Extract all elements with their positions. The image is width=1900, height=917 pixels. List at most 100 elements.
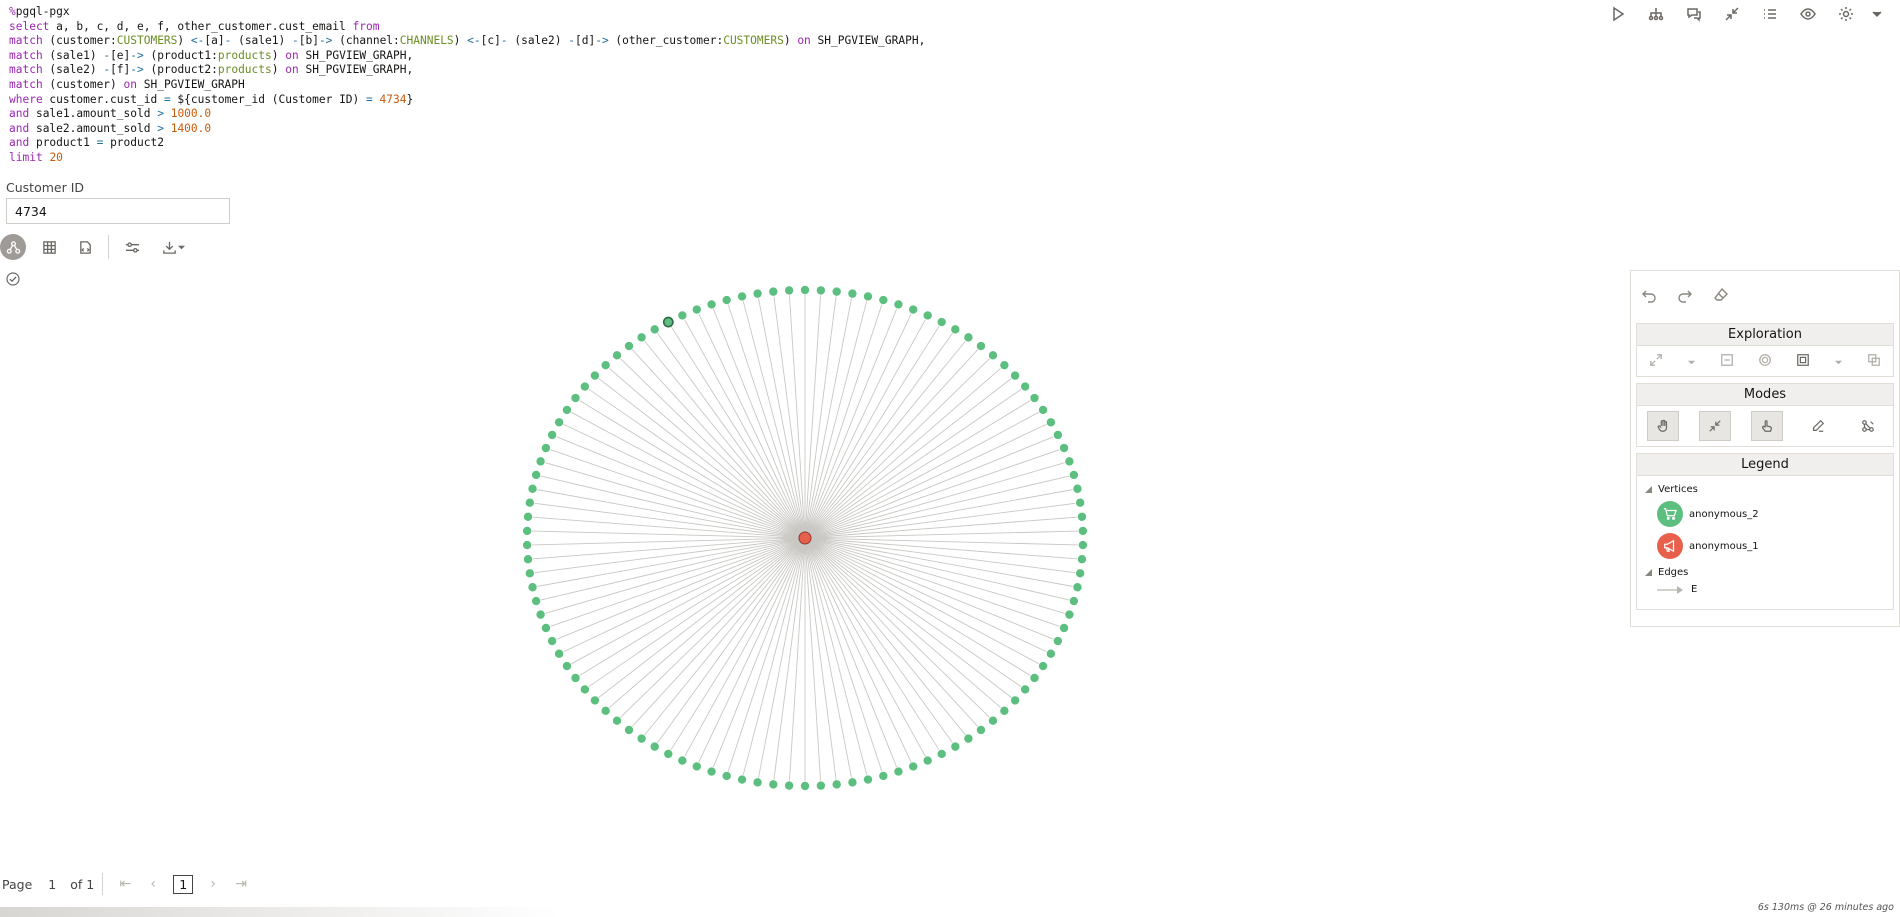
- graph-node[interactable]: [862, 291, 873, 302]
- graph-node[interactable]: [706, 766, 717, 777]
- graph-node[interactable]: [600, 705, 611, 716]
- eye-icon[interactable]: [1796, 4, 1820, 24]
- graph-node[interactable]: [737, 774, 748, 785]
- graph-node[interactable]: [649, 741, 660, 752]
- graph-node[interactable]: [554, 648, 565, 659]
- graph-node[interactable]: [721, 295, 732, 306]
- graph-node[interactable]: [862, 774, 873, 785]
- graph-canvas[interactable]: [500, 265, 1110, 855]
- graph-node[interactable]: [950, 741, 961, 752]
- ungroup-icon[interactable]: [1867, 352, 1881, 371]
- expand-icon[interactable]: [1649, 352, 1663, 371]
- vertices-group[interactable]: Vertices: [1645, 484, 1885, 495]
- graph-node[interactable]: [752, 288, 763, 299]
- graph-node[interactable]: [1076, 511, 1087, 522]
- legend-vertex-anonymous-2[interactable]: anonymous_2: [1657, 501, 1885, 527]
- graph-node[interactable]: [908, 761, 919, 772]
- graph-node[interactable]: [663, 748, 674, 759]
- graph-node[interactable]: [1020, 381, 1031, 392]
- graph-node[interactable]: [535, 609, 546, 620]
- graph-node[interactable]: [878, 295, 889, 306]
- graph-node[interactable]: [561, 404, 572, 415]
- prev-page-icon[interactable]: ‹: [150, 876, 156, 892]
- graph-node[interactable]: [547, 429, 558, 440]
- graph-view-button[interactable]: [0, 234, 26, 260]
- graph-node[interactable]: [1038, 661, 1049, 672]
- customer-id-input[interactable]: [6, 198, 230, 224]
- graph-node[interactable]: [784, 780, 795, 791]
- chevron-down-icon[interactable]: [1872, 4, 1882, 24]
- graph-node[interactable]: [527, 582, 538, 593]
- graph-node[interactable]: [1068, 469, 1079, 480]
- graph-node[interactable]: [878, 770, 889, 781]
- graph-node[interactable]: [1077, 540, 1088, 551]
- graph-node[interactable]: [922, 310, 933, 321]
- graph-node[interactable]: [768, 779, 779, 790]
- graph-node[interactable]: [570, 393, 581, 404]
- graph-node[interactable]: [624, 341, 635, 352]
- graph-node[interactable]: [547, 636, 558, 647]
- graph-node[interactable]: [784, 285, 795, 296]
- graph-node[interactable]: [1068, 596, 1079, 607]
- graph-node[interactable]: [524, 497, 535, 508]
- group-dropdown-icon[interactable]: [1834, 352, 1843, 371]
- eraser-icon[interactable]: [1713, 287, 1729, 307]
- graph-node[interactable]: [1029, 393, 1040, 404]
- graph-node[interactable]: [999, 360, 1010, 371]
- graph-node[interactable]: [523, 554, 534, 565]
- list-icon[interactable]: [1758, 4, 1782, 24]
- edit-mode-button[interactable]: [1803, 412, 1833, 440]
- graph-node[interactable]: [893, 766, 904, 777]
- graph-node[interactable]: [847, 288, 858, 299]
- graph-node[interactable]: [527, 483, 538, 494]
- graph-node[interactable]: [589, 695, 600, 706]
- graph-node[interactable]: [589, 370, 600, 381]
- focus-icon[interactable]: [1758, 352, 1772, 371]
- graph-node[interactable]: [579, 381, 590, 392]
- graph-node[interactable]: [1029, 672, 1040, 683]
- graph-node[interactable]: [799, 284, 810, 295]
- graph-node[interactable]: [815, 780, 826, 791]
- graph-node[interactable]: [522, 525, 533, 536]
- gear-icon[interactable]: [1834, 4, 1858, 24]
- graph-node[interactable]: [987, 715, 998, 726]
- code-view-button[interactable]: [72, 234, 98, 260]
- undo-icon[interactable]: [1641, 287, 1657, 307]
- graph-node[interactable]: [831, 779, 842, 790]
- graph-node[interactable]: [523, 511, 534, 522]
- graph-node[interactable]: [768, 286, 779, 297]
- graph-node[interactable]: [987, 350, 998, 361]
- graph-node[interactable]: [691, 761, 702, 772]
- code-editor[interactable]: %pgql-pgx select a, b, c, d, e, f, other_…: [9, 5, 925, 166]
- graph-node[interactable]: [737, 291, 748, 302]
- next-page-icon[interactable]: ›: [210, 876, 216, 892]
- graph-node[interactable]: [570, 672, 581, 683]
- last-page-icon[interactable]: ⇥: [235, 876, 248, 892]
- graph-node[interactable]: [975, 724, 986, 735]
- graph-node[interactable]: [677, 755, 688, 766]
- graph-node[interactable]: [554, 417, 565, 428]
- graph-node[interactable]: [522, 540, 533, 551]
- download-button[interactable]: [155, 234, 193, 260]
- first-page-icon[interactable]: ⇤: [119, 876, 132, 892]
- graph-node[interactable]: [893, 299, 904, 310]
- graph-node[interactable]: [908, 304, 919, 315]
- graph-node[interactable]: [524, 568, 535, 579]
- graph-node[interactable]: [999, 705, 1010, 716]
- graph-node[interactable]: [612, 350, 623, 361]
- fit-mode-button[interactable]: [1699, 411, 1731, 441]
- graph-node[interactable]: [540, 443, 551, 454]
- graph-node[interactable]: [691, 304, 702, 315]
- graph-node[interactable]: [1064, 456, 1075, 467]
- collapse-icon[interactable]: [1720, 4, 1744, 24]
- current-page-button[interactable]: 1: [173, 874, 194, 894]
- graph-node[interactable]: [922, 755, 933, 766]
- graph-node[interactable]: [636, 332, 647, 343]
- table-view-button[interactable]: [36, 234, 62, 260]
- graph-node[interactable]: [963, 733, 974, 744]
- graph-node[interactable]: [1075, 568, 1086, 579]
- graph-node[interactable]: [662, 316, 674, 328]
- graph-node[interactable]: [936, 748, 947, 759]
- graph-node[interactable]: [649, 324, 660, 335]
- settings-button[interactable]: [119, 234, 145, 260]
